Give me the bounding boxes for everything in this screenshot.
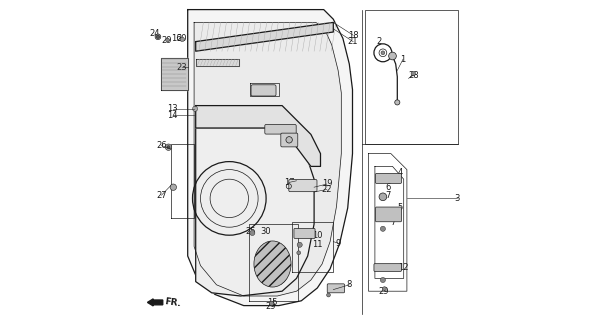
Text: 5: 5 <box>398 204 403 212</box>
Text: 6: 6 <box>385 183 390 192</box>
Polygon shape <box>195 106 320 166</box>
Circle shape <box>155 34 161 40</box>
Circle shape <box>297 242 302 247</box>
Circle shape <box>395 100 400 105</box>
Text: 1: 1 <box>401 55 406 64</box>
Circle shape <box>297 251 301 255</box>
Text: 25: 25 <box>246 228 256 236</box>
Polygon shape <box>188 10 353 306</box>
Text: 21: 21 <box>348 37 358 46</box>
Text: 15: 15 <box>267 298 278 307</box>
Text: 10: 10 <box>312 231 323 240</box>
FancyBboxPatch shape <box>289 180 317 192</box>
Text: 20: 20 <box>176 34 186 43</box>
Polygon shape <box>195 22 333 51</box>
FancyBboxPatch shape <box>376 173 401 183</box>
FancyBboxPatch shape <box>327 284 345 293</box>
Circle shape <box>170 184 177 190</box>
Polygon shape <box>194 22 341 296</box>
Circle shape <box>157 35 160 38</box>
Circle shape <box>326 293 331 297</box>
FancyBboxPatch shape <box>294 228 315 238</box>
Circle shape <box>381 226 385 231</box>
Ellipse shape <box>254 241 291 287</box>
Text: 26: 26 <box>156 141 167 150</box>
Circle shape <box>382 287 387 291</box>
Text: 7: 7 <box>390 218 395 227</box>
Text: 16: 16 <box>171 34 182 43</box>
Bar <box>365 10 458 144</box>
Circle shape <box>411 71 415 76</box>
Polygon shape <box>195 128 314 296</box>
FancyArrow shape <box>147 299 163 306</box>
Circle shape <box>381 51 385 55</box>
Polygon shape <box>195 59 239 66</box>
Text: 17: 17 <box>284 178 295 187</box>
Circle shape <box>286 137 292 143</box>
Circle shape <box>250 230 255 236</box>
FancyBboxPatch shape <box>374 264 401 271</box>
Text: 14: 14 <box>167 111 178 120</box>
Text: 22: 22 <box>322 185 332 194</box>
Text: 28: 28 <box>408 71 418 80</box>
Text: 11: 11 <box>312 240 323 249</box>
Circle shape <box>379 193 387 201</box>
Text: FR.: FR. <box>164 297 182 308</box>
Text: 2: 2 <box>376 37 382 46</box>
Text: 30: 30 <box>261 228 272 236</box>
FancyBboxPatch shape <box>376 207 401 222</box>
FancyBboxPatch shape <box>251 85 276 96</box>
Text: 19: 19 <box>322 180 332 188</box>
Text: 12: 12 <box>398 263 409 272</box>
FancyBboxPatch shape <box>281 133 298 147</box>
Text: 13: 13 <box>167 104 178 113</box>
FancyBboxPatch shape <box>265 124 296 134</box>
Polygon shape <box>161 58 188 90</box>
Circle shape <box>269 301 274 306</box>
Circle shape <box>192 106 197 111</box>
Text: 18: 18 <box>348 31 359 40</box>
Text: 29: 29 <box>161 36 172 45</box>
Circle shape <box>389 52 396 60</box>
Circle shape <box>165 144 172 150</box>
Circle shape <box>166 38 169 42</box>
Circle shape <box>381 277 385 283</box>
Text: 4: 4 <box>398 168 403 177</box>
Text: 29: 29 <box>378 287 389 296</box>
Circle shape <box>180 37 185 42</box>
Text: 7: 7 <box>385 191 390 200</box>
Text: 27: 27 <box>156 191 167 200</box>
Text: 24: 24 <box>149 29 160 38</box>
Text: 8: 8 <box>347 280 352 289</box>
Text: 29: 29 <box>266 302 276 311</box>
Text: 3: 3 <box>454 194 460 203</box>
Circle shape <box>167 146 170 149</box>
Text: 23: 23 <box>177 63 187 72</box>
Text: 9: 9 <box>336 239 340 248</box>
